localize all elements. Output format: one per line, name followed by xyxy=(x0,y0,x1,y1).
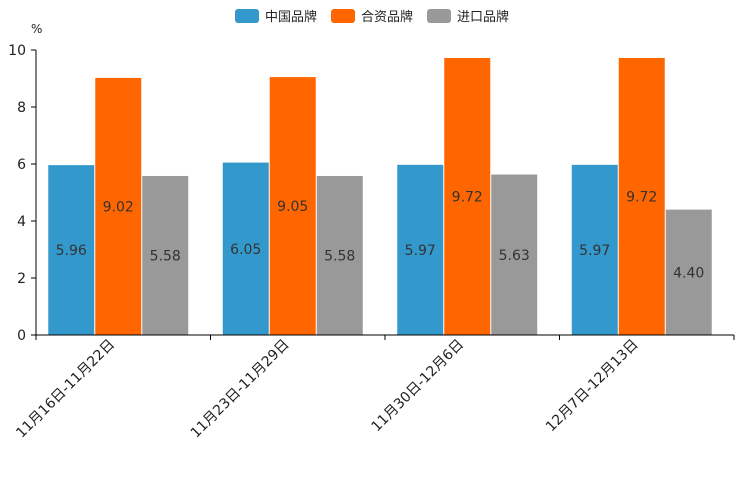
x-tick-label: 11月16日-11月22日 xyxy=(13,337,118,442)
bar xyxy=(269,77,316,335)
data-label: 4.40 xyxy=(673,265,704,281)
legend-label: 中国品牌 xyxy=(265,9,317,25)
bar xyxy=(491,174,538,335)
data-label: 5.63 xyxy=(499,248,530,264)
y-axis-ticks: 0 2 4 6 8 10 xyxy=(8,43,36,344)
data-label: 9.02 xyxy=(103,199,134,215)
bar xyxy=(665,209,712,335)
legend: 中国品牌 合资品牌 进口品牌 xyxy=(235,9,509,25)
bar xyxy=(142,175,189,335)
y-tick-label: 2 xyxy=(17,271,26,287)
data-label: 9.72 xyxy=(452,189,483,205)
y-tick-label: 10 xyxy=(8,43,26,59)
x-tick-label: 11月23日-11月29日 xyxy=(188,337,293,442)
legend-swatch xyxy=(331,9,355,23)
y-tick-label: 0 xyxy=(17,328,26,344)
data-label: 9.05 xyxy=(277,199,308,215)
bar xyxy=(95,77,142,336)
y-tick-label: 4 xyxy=(17,214,26,230)
bar xyxy=(48,165,95,335)
y-tick-label: 8 xyxy=(17,100,26,116)
legend-label: 合资品牌 xyxy=(361,9,413,25)
data-label: 5.97 xyxy=(405,243,436,259)
bars: 5.96 9.02 5.58 6.05 9.05 5.58 5.97 9.72 5.63 5.97… xyxy=(48,57,712,336)
legend-label: 进口品牌 xyxy=(457,9,509,25)
bar xyxy=(571,164,618,335)
data-label: 5.58 xyxy=(324,248,355,264)
legend-swatch xyxy=(235,9,259,23)
bar xyxy=(397,164,444,335)
bar xyxy=(316,175,363,335)
y-axis-unit: % xyxy=(31,22,42,36)
data-label: 5.58 xyxy=(150,248,181,264)
x-tick-label: 12月7日-12月13日 xyxy=(543,337,642,436)
bar xyxy=(444,57,491,335)
data-label: 5.97 xyxy=(579,243,610,259)
data-label: 6.05 xyxy=(230,242,261,258)
y-tick-label: 6 xyxy=(17,157,26,173)
x-tick-label: 11月30日-12月6日 xyxy=(369,337,468,436)
bar xyxy=(618,57,665,335)
data-label: 5.96 xyxy=(56,243,87,259)
legend-swatch xyxy=(427,9,451,23)
data-label: 9.72 xyxy=(626,189,657,205)
bar xyxy=(222,162,269,335)
